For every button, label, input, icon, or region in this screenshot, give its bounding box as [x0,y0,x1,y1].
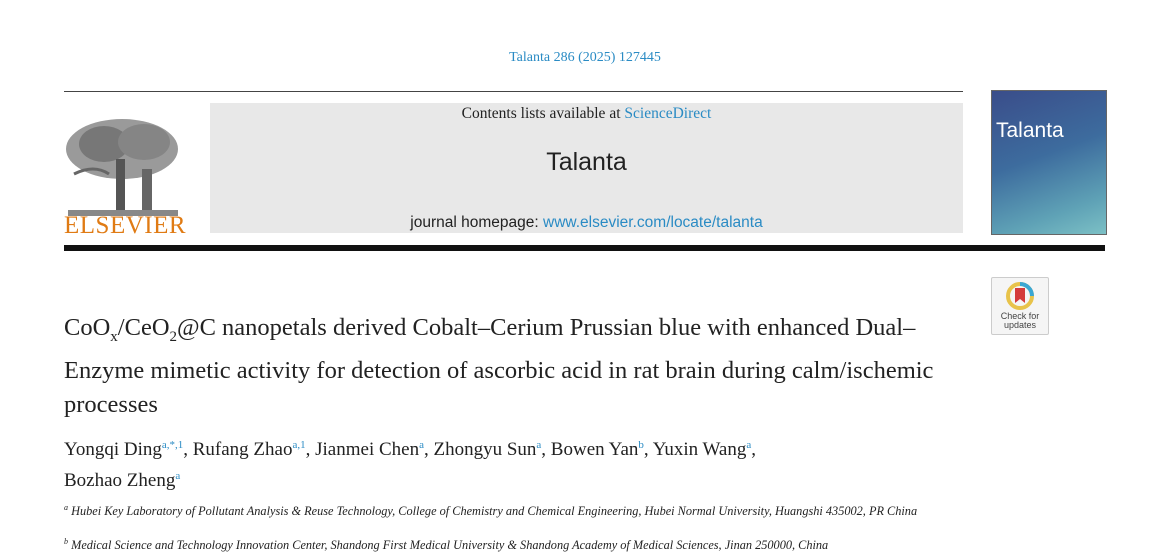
header-rule [64,245,1105,251]
check-for-updates-button[interactable]: Check for updates [991,277,1049,335]
homepage-prefix: journal homepage: [410,214,544,231]
author[interactable]: Zhongyu Suna [433,439,542,460]
journal-name: Talanta [546,148,627,176]
author[interactable]: Bozhao Zhenga [64,470,181,491]
check-label: Check for updates [1000,311,1040,330]
check-updates-icon [1006,282,1034,310]
author[interactable]: Rufang Zhaoa,1 [192,439,306,460]
homepage-link[interactable]: www.elsevier.com/locate/talanta [543,214,763,231]
author-list: Yongqi Dinga,*,1, Rufang Zhaoa,1, Jianme… [64,439,757,491]
citation-link[interactable]: Talanta 286 (2025) 127445 [509,50,661,65]
author[interactable]: Yuxin Wanga [652,439,752,460]
divider [64,91,963,92]
elsevier-wordmark: ELSEVIER [64,212,187,239]
affiliation-b: b Medical Science and Technology Innovat… [64,537,829,552]
author[interactable]: Jianmei Chena [315,439,424,460]
sciencedirect-link[interactable]: ScienceDirect [624,105,712,122]
journal-cover[interactable]: Talanta [991,90,1107,235]
homepage-line: journal homepage: www.elsevier.com/locat… [210,214,963,232]
author[interactable]: Yongqi Dinga,*,1 [64,439,184,460]
elsevier-tree-logo [66,119,178,216]
affiliation-a: a Hubei Key Laboratory of Pollutant Anal… [64,503,918,518]
cover-title: Talanta [996,119,1064,142]
author[interactable]: Bowen Yanb [550,439,644,460]
contents-line: Contents lists available at ScienceDirec… [210,105,963,123]
journal-banner: Contents lists available at ScienceDirec… [210,103,963,233]
contents-prefix: Contents lists available at [461,105,625,122]
article-title: CoOx/CeO2@C nanopetals derived Cobalt–Ce… [64,314,934,418]
